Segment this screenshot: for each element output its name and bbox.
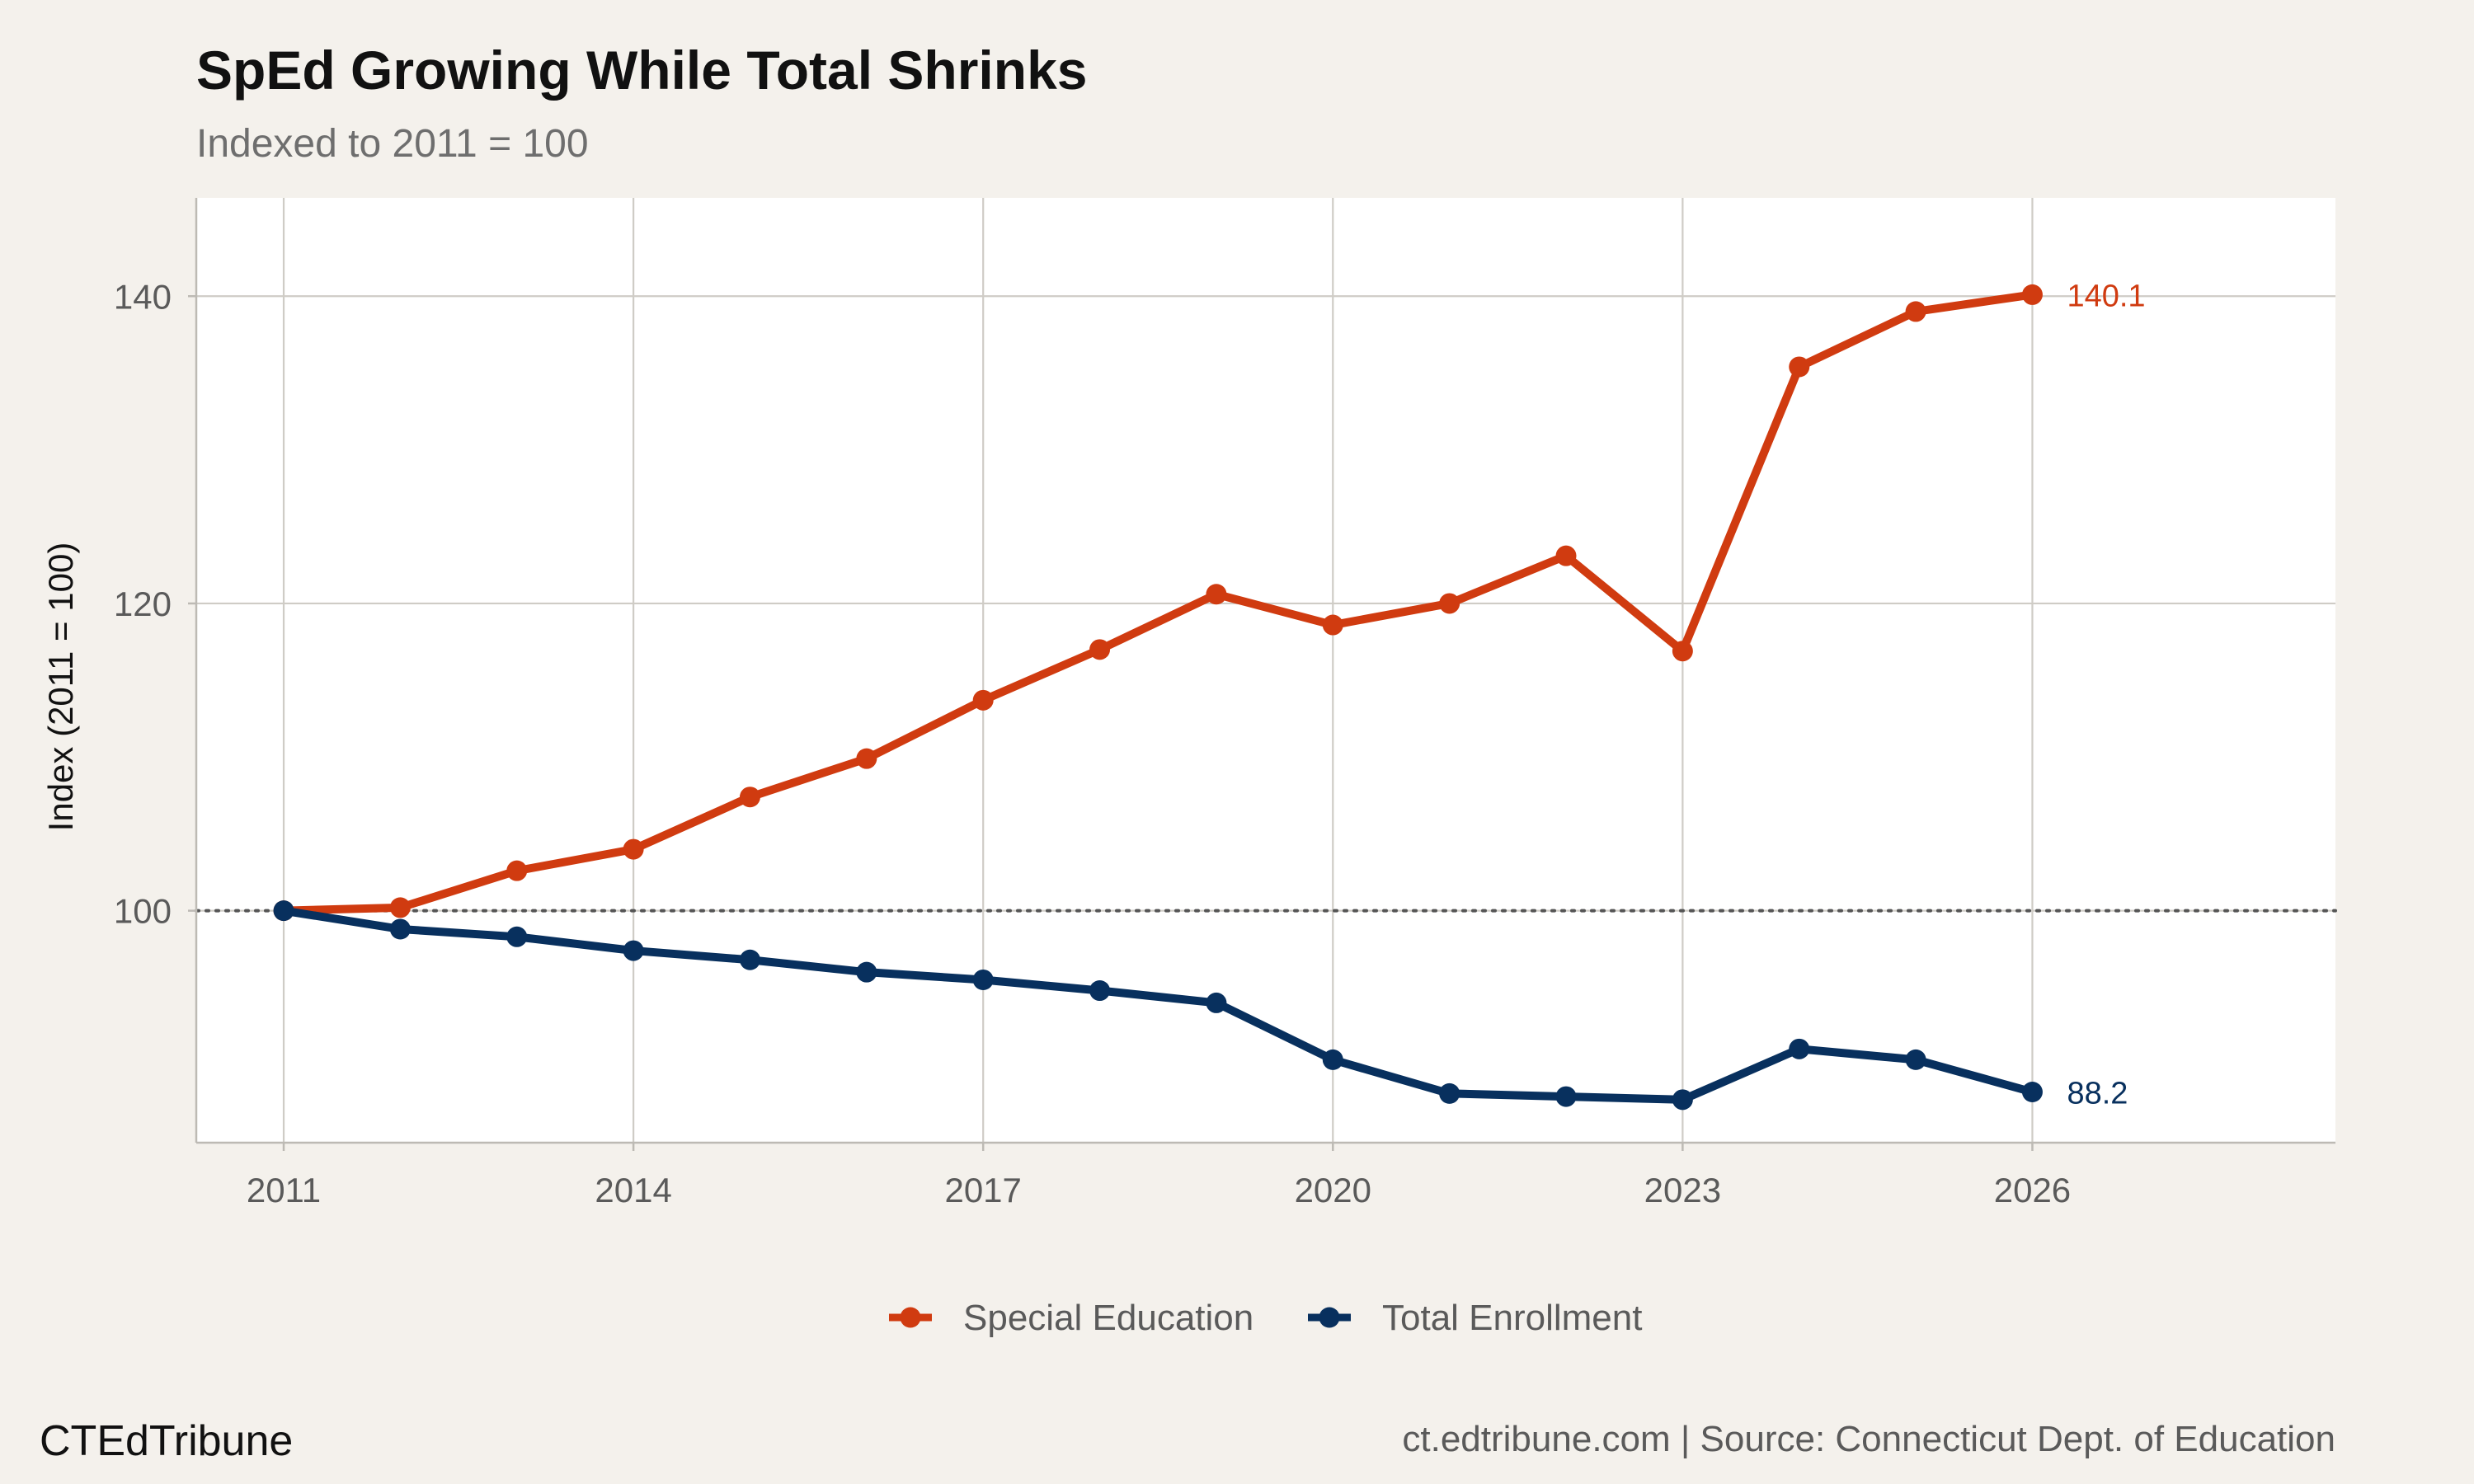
plot-panel — [196, 198, 2335, 1143]
end-label-special-education: 140.1 — [2067, 279, 2145, 313]
source-caption: ct.edtribune.com | Source: Connecticut D… — [1402, 1419, 2335, 1459]
data-point-total-enrollment — [1439, 1082, 1460, 1104]
axes: 2011 2014 2017 2020 2023 2026 100 120 140 — [114, 198, 2335, 1209]
y-tick-label: 100 — [114, 892, 172, 931]
data-point-special-education — [1206, 584, 1227, 605]
x-tick-label: 2020 — [1295, 1171, 1371, 1209]
y-tick-label: 120 — [114, 585, 172, 623]
data-point-total-enrollment — [389, 918, 411, 940]
data-point-total-enrollment — [1206, 992, 1227, 1013]
data-point-special-education — [1789, 356, 1810, 378]
data-point-special-education — [1672, 641, 1693, 662]
chart-subtitle: Indexed to 2011 = 100 — [196, 122, 589, 166]
data-point-total-enrollment — [1672, 1089, 1693, 1111]
data-point-total-enrollment — [2021, 1082, 2043, 1103]
series-line-special-education — [280, 290, 2037, 915]
data-point-special-education — [2021, 284, 2043, 305]
data-point-special-education — [389, 897, 411, 918]
y-tick-label: 140 — [114, 277, 172, 316]
x-tick-label: 2026 — [1994, 1171, 2071, 1209]
data-point-total-enrollment — [1555, 1086, 1577, 1107]
series-total-enrollment — [273, 900, 2043, 1111]
legend-label: Total Enrollment — [1382, 1298, 1642, 1338]
x-tick-label: 2023 — [1644, 1171, 1721, 1209]
data-point-total-enrollment — [856, 961, 877, 983]
end-label-total-enrollment: 88.2 — [2067, 1077, 2128, 1111]
legend-item-special-education: Special Education — [889, 1298, 1253, 1338]
data-point-special-education — [506, 860, 528, 881]
x-tick-label: 2011 — [247, 1171, 321, 1209]
data-point-total-enrollment — [1089, 980, 1111, 1002]
data-point-total-enrollment — [972, 969, 994, 990]
data-point-total-enrollment — [1322, 1049, 1343, 1070]
brand-caption: CTEdTribune — [40, 1417, 293, 1465]
end-labels: 140.1 88.2 — [2067, 279, 2145, 1111]
series-group — [273, 284, 2043, 1111]
data-point-total-enrollment — [506, 926, 528, 947]
legend-key-point — [1319, 1307, 1340, 1328]
legend-key-point — [900, 1307, 921, 1328]
data-point-total-enrollment — [273, 900, 294, 922]
data-point-special-education — [1905, 301, 1926, 322]
legend: Special Education Total Enrollment — [889, 1298, 1642, 1338]
chart-title: SpEd Growing While Total Shrinks — [196, 40, 1088, 101]
data-point-total-enrollment — [739, 949, 760, 970]
data-point-special-education — [972, 689, 994, 711]
x-tick-label: 2014 — [595, 1171, 671, 1209]
data-point-special-education — [1555, 545, 1577, 566]
legend-item-total-enrollment: Total Enrollment — [1308, 1298, 1642, 1338]
data-point-special-education — [739, 787, 760, 808]
data-point-special-education — [856, 748, 877, 769]
data-point-special-education — [1322, 614, 1343, 636]
y-axis-title: Index (2011 = 100) — [41, 542, 80, 832]
data-point-special-education — [1439, 593, 1460, 614]
data-point-total-enrollment — [1789, 1038, 1810, 1059]
x-tick-label: 2017 — [944, 1171, 1021, 1209]
data-point-total-enrollment — [623, 940, 644, 961]
legend-label: Special Education — [963, 1298, 1253, 1338]
data-point-total-enrollment — [1905, 1049, 1926, 1070]
series-line-total-enrollment — [280, 906, 2037, 1104]
data-point-special-education — [1089, 639, 1111, 660]
data-point-special-education — [623, 838, 644, 860]
